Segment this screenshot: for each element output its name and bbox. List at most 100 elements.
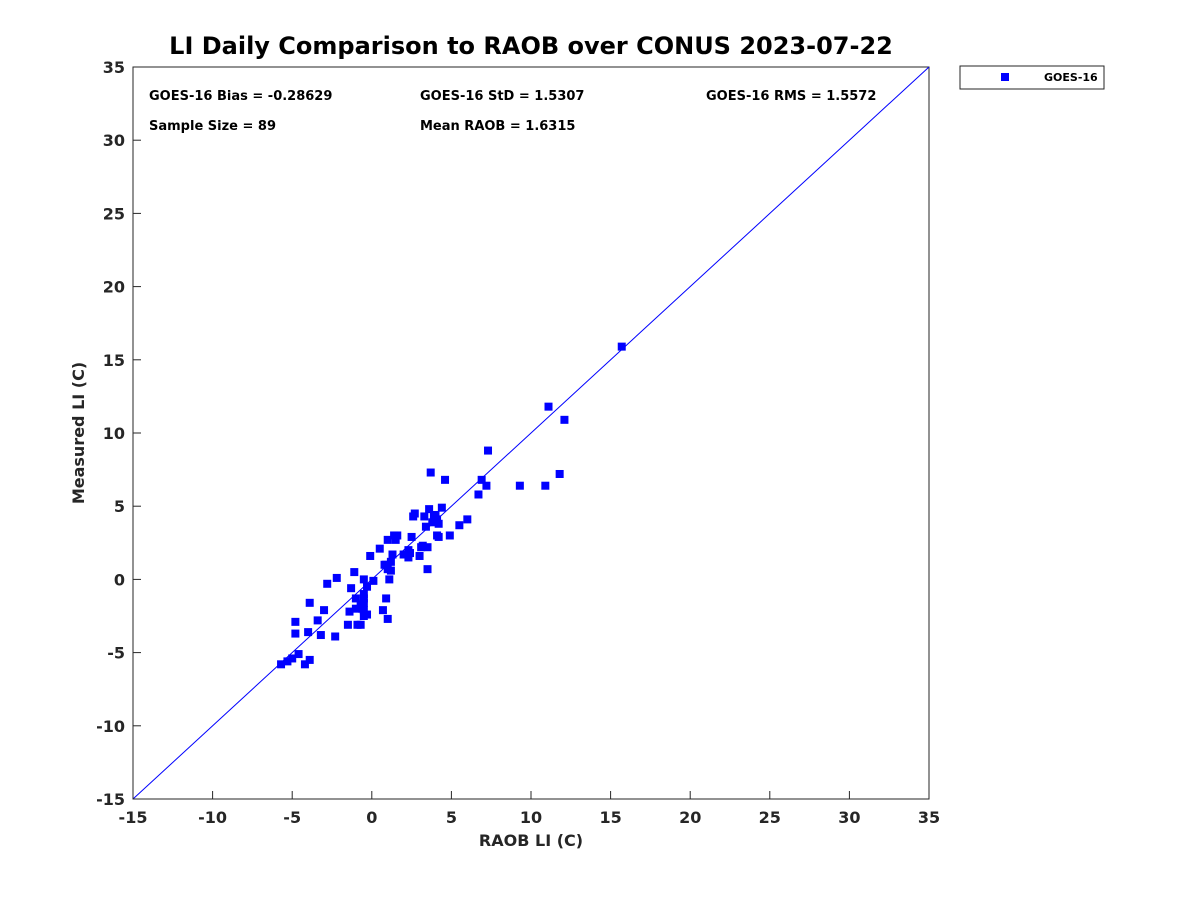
x-tick-label: 25 (759, 808, 781, 827)
chart-title: LI Daily Comparison to RAOB over CONUS 2… (169, 32, 893, 60)
data-point (369, 576, 378, 585)
y-tick-label: 35 (103, 58, 125, 77)
data-point (555, 469, 564, 478)
data-point (388, 550, 397, 559)
data-points (277, 342, 626, 669)
y-tick-label: 0 (114, 570, 125, 589)
stats-annotations: GOES-16 Bias = -0.28629 GOES-16 StD = 1.… (149, 89, 876, 134)
data-point (385, 575, 394, 584)
data-point (406, 549, 415, 558)
y-tick-label: 10 (103, 424, 125, 443)
data-point (386, 557, 395, 566)
x-axis-label: RAOB LI (C) (479, 831, 583, 850)
data-point (300, 660, 309, 669)
x-tick-label: 15 (599, 808, 621, 827)
data-point (474, 490, 483, 499)
data-point (351, 604, 360, 613)
y-tick-label: -10 (96, 717, 125, 736)
y-tick-label: -15 (96, 790, 125, 809)
legend-marker-square-icon (1001, 73, 1009, 81)
plot-area: -15 -10 -5 0 5 10 15 20 25 30 35 -15 -10 -5 0 5 10 15 20 2… (96, 58, 940, 827)
sample-size-annotation: Sample Size = 89 (149, 119, 276, 134)
data-point (482, 481, 491, 490)
data-point (351, 594, 360, 603)
data-point (363, 610, 372, 619)
data-point (404, 553, 413, 562)
data-point (445, 531, 454, 540)
data-point (288, 654, 297, 663)
data-point (305, 598, 314, 607)
legend-box (959, 65, 1105, 90)
data-point (477, 475, 486, 484)
data-point (359, 594, 368, 603)
data-point (356, 620, 365, 629)
data-point (617, 342, 626, 351)
data-point (283, 657, 292, 666)
legend-label: GOES-16 (1044, 71, 1098, 84)
data-point (421, 522, 430, 531)
data-point (415, 551, 424, 560)
data-point (363, 582, 372, 591)
legend: GOES-16 (959, 65, 1105, 90)
data-point (420, 512, 429, 521)
data-point (391, 535, 400, 544)
y-tick-label: -5 (107, 644, 125, 663)
x-tick-label: -10 (198, 808, 227, 827)
data-point (428, 518, 437, 527)
y-axis-label: Measured LI (C) (69, 362, 88, 504)
data-point (291, 617, 300, 626)
y-tick-label: 30 (103, 131, 125, 150)
data-point (426, 468, 435, 477)
x-tick-label: 10 (520, 808, 542, 827)
data-point (366, 551, 375, 560)
data-point (515, 481, 524, 490)
data-point (323, 579, 332, 588)
data-point (382, 594, 391, 603)
x-axis-ticks: -15 -10 -5 0 5 10 15 20 25 30 35 (119, 791, 940, 827)
data-point (350, 568, 359, 577)
mean-raob-annotation: Mean RAOB = 1.6315 (420, 119, 575, 134)
data-point (383, 614, 392, 623)
data-point (316, 631, 325, 640)
data-point (320, 606, 329, 615)
y-tick-label: 25 (103, 204, 125, 223)
data-point (399, 550, 408, 559)
x-tick-label: -5 (283, 808, 301, 827)
data-point (343, 620, 352, 629)
y-tick-label: 20 (103, 278, 125, 297)
data-point (484, 446, 493, 455)
data-point (383, 535, 392, 544)
data-point (441, 475, 450, 484)
data-point (423, 565, 432, 574)
data-point (359, 606, 368, 615)
std-annotation: GOES-16 StD = 1.5307 (420, 89, 584, 104)
data-point (434, 532, 443, 541)
data-point (291, 629, 300, 638)
data-point (331, 632, 340, 641)
data-point (313, 616, 322, 625)
data-point (386, 566, 395, 575)
x-tick-label: 20 (679, 808, 701, 827)
data-point (345, 607, 354, 616)
rms-annotation: GOES-16 RMS = 1.5572 (706, 89, 876, 104)
data-point (304, 628, 313, 637)
data-point (429, 512, 438, 521)
data-point (382, 560, 391, 569)
data-point (305, 655, 314, 664)
data-point (378, 606, 387, 615)
data-point (423, 543, 432, 552)
x-tick-label: 5 (446, 808, 457, 827)
bias-annotation: GOES-16 Bias = -0.28629 (149, 89, 332, 104)
data-point (425, 505, 434, 514)
one-to-one-reference-line (132, 66, 930, 800)
data-point (418, 541, 427, 550)
x-tick-label: 30 (838, 808, 860, 827)
data-point (294, 650, 303, 659)
y-tick-label: 5 (114, 497, 125, 516)
x-tick-label: -15 (119, 808, 148, 827)
data-point (407, 532, 416, 541)
data-point (277, 660, 286, 669)
data-point (410, 509, 419, 518)
data-point (347, 584, 356, 593)
